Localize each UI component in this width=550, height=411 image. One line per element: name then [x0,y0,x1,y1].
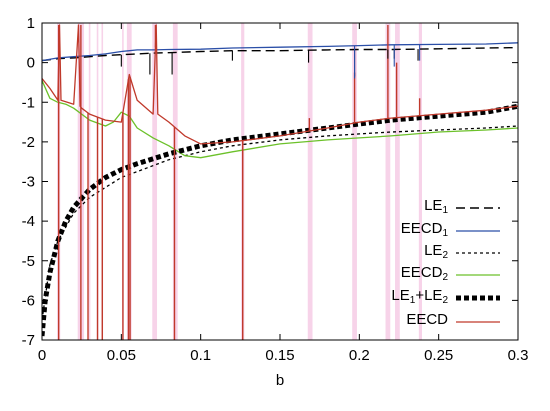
legend: LE1 EECD1 LE2 EECD2 LE1+LE2 EECD [391,197,500,328]
y-tick-label: -1 [22,94,35,111]
series-line-eecd [42,24,518,145]
series-line-eecd2 [42,80,518,159]
x-tick-label: 0.1 [190,347,211,364]
shaded-band-7 [152,23,158,340]
y-tick-label: -4 [22,213,35,230]
shaded-band-13 [395,23,400,340]
x-tick-label: 0.15 [265,347,294,364]
x-tick-label: 0.3 [508,347,529,364]
x-axis-ticks: 0 0.05 0.1 0.15 0.2 0.25 0.3 [38,23,529,364]
shaded-band-2 [88,23,91,340]
shaded-band-8 [172,23,178,340]
legend-item-le1-plus-le2: LE1+LE2 [391,287,500,306]
shaded-bands [57,23,423,340]
shaded-band-6 [126,23,132,340]
legend-item-eecd: EECD [406,311,500,328]
legend-item-le1: LE1 [424,197,500,216]
y-tick-label: -3 [22,174,35,191]
shaded-band-11 [352,23,357,340]
y-axis-ticks: 1 0 -1 -2 -3 -4 -5 -6 -7 [22,15,518,349]
y-tick-label: 1 [27,15,35,32]
legend-item-eecd2: EECD2 [401,264,500,283]
legend-item-eecd1: EECD1 [401,220,500,239]
series-line-le2 [42,125,518,321]
legend-label: EECD2 [401,264,449,283]
legend-label: EECD [406,311,448,328]
x-tick-label: 0 [38,347,46,364]
y-tick-label: -7 [22,332,35,349]
legend-label: LE1+LE2 [391,287,448,306]
shaded-band-14 [418,23,423,340]
shaded-band-10 [307,23,313,340]
x-tick-label: 0.05 [107,347,136,364]
y-tick-label: -5 [22,253,35,270]
x-axis-label: b [276,372,284,389]
series-line-le1 [42,46,518,62]
y-tick-label: 0 [27,55,35,72]
series-line-eecd1 [42,42,518,62]
legend-label: EECD1 [401,220,449,239]
plot-frame [41,22,519,341]
legend-item-le2: LE2 [424,242,500,261]
legend-label: LE1 [424,197,448,216]
series-group [42,24,518,340]
shaded-band-12 [385,23,391,340]
y-tick-label: -2 [22,134,35,151]
x-tick-label: 0.2 [349,347,370,364]
y-tick-label: -6 [22,292,35,309]
x-tick-label: 0.25 [424,347,453,364]
legend-label: LE2 [424,242,448,261]
